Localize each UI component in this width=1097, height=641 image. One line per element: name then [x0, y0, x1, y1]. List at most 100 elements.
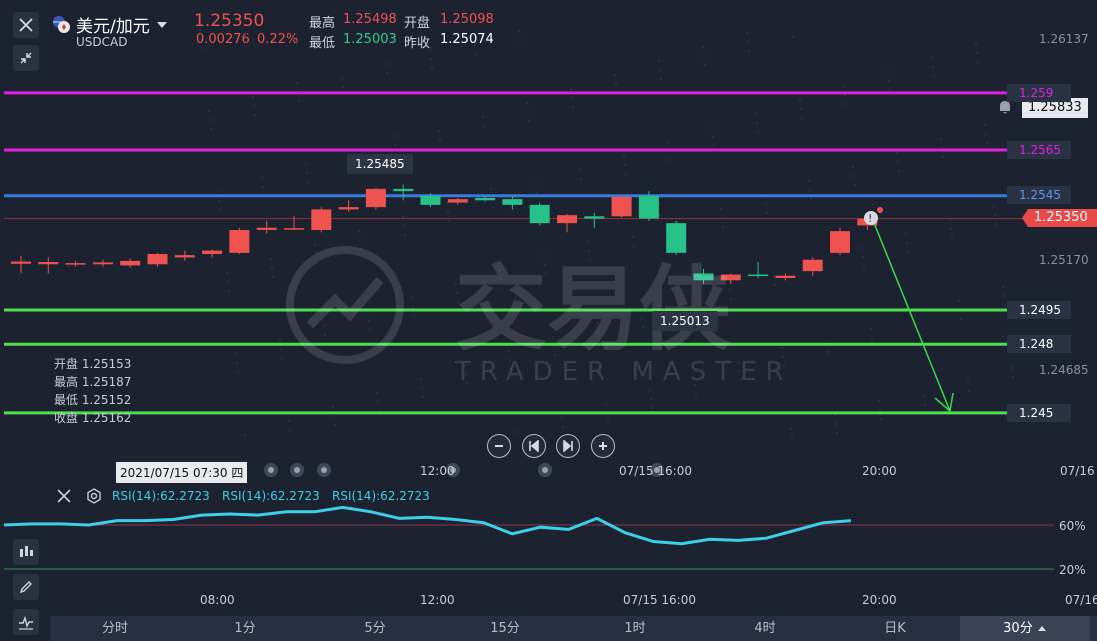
- bg-dot: [261, 177, 263, 179]
- bg-dot: [305, 163, 307, 165]
- rsi-level-label: 60%: [1059, 519, 1086, 533]
- tab-1min[interactable]: 1分: [234, 621, 256, 636]
- candle-body: [502, 199, 523, 205]
- bg-dot: [607, 421, 609, 423]
- bg-dot: [199, 29, 201, 31]
- main-chart[interactable]: !: [0, 0, 1097, 460]
- symbol-selector[interactable]: 美元/加元: [52, 12, 168, 37]
- bg-dot: [544, 264, 546, 266]
- bg-dot: [587, 241, 589, 243]
- bg-dot: [422, 396, 424, 398]
- bg-dot: [870, 328, 872, 330]
- bg-dot: [659, 69, 661, 71]
- bg-dot: [782, 356, 784, 358]
- bg-dot: [712, 136, 714, 138]
- bg-dot: [896, 152, 898, 154]
- tab-4hour[interactable]: 4时: [754, 621, 776, 636]
- bg-dot: [359, 239, 361, 241]
- price-change-pct: 0.22%: [257, 32, 299, 47]
- close-button[interactable]: [13, 12, 39, 38]
- candle-body: [447, 199, 468, 203]
- bg-dot: [1003, 295, 1005, 297]
- tab-5min[interactable]: 5分: [364, 621, 386, 636]
- bg-dot: [914, 314, 916, 316]
- bg-dot: [861, 247, 863, 249]
- alert-bell-icon[interactable]: [996, 98, 1014, 120]
- rsi-close-button[interactable]: [56, 488, 72, 508]
- tab-30min[interactable]: 30分: [960, 616, 1090, 641]
- bg-dot: [200, 38, 202, 40]
- bg-dot: [245, 33, 247, 35]
- draw-button[interactable]: [13, 574, 39, 600]
- bg-dot: [474, 44, 476, 46]
- scroll-start-button[interactable]: [522, 434, 546, 458]
- bg-dot: [703, 55, 705, 57]
- zoom-out-button[interactable]: [487, 434, 511, 458]
- bg-dot: [236, 362, 238, 364]
- bg-dot: [871, 337, 873, 339]
- event-marker[interactable]: [446, 463, 460, 477]
- tab-15min[interactable]: 15分: [490, 621, 520, 636]
- symbol-code: USDCAD: [76, 35, 128, 49]
- event-marker[interactable]: [264, 463, 278, 477]
- candle-body: [202, 250, 223, 254]
- bg-dot: [642, 326, 644, 328]
- rsi-chart[interactable]: [0, 505, 1097, 590]
- bg-dot: [492, 206, 494, 208]
- level-label: 1.2565: [1007, 141, 1071, 159]
- bg-dot: [589, 259, 591, 261]
- bg-dot: [535, 183, 537, 185]
- bg-dot: [667, 141, 669, 143]
- bg-dot: [404, 234, 406, 236]
- cursor-price-label: 1.25833: [1022, 98, 1088, 118]
- bg-dot: [253, 105, 255, 107]
- bg-dot: [235, 353, 237, 355]
- bg-dot: [800, 108, 802, 110]
- bg-dot: [889, 89, 891, 91]
- last-price-label: 1.25350: [1022, 209, 1097, 227]
- pencil-icon: [19, 581, 32, 594]
- candle-body: [720, 274, 741, 281]
- current-price: 1.25350: [194, 11, 265, 31]
- rsi-settings-button[interactable]: [86, 488, 102, 508]
- chart-type-button[interactable]: [13, 609, 39, 635]
- scroll-end-button[interactable]: [556, 434, 580, 458]
- tab-time-share[interactable]: 分时: [101, 621, 128, 636]
- bg-dot: [985, 133, 987, 135]
- bg-dot: [588, 250, 590, 252]
- bg-dot: [499, 269, 501, 271]
- watermark-logo-icon: [286, 246, 404, 364]
- bg-dot: [561, 417, 563, 419]
- tab-daily[interactable]: 日K: [884, 621, 906, 636]
- bg-dot: [341, 77, 343, 79]
- time-label: 20:00: [862, 464, 897, 478]
- bg-dot: [693, 375, 695, 377]
- bg-dot: [809, 189, 811, 191]
- bg-dot: [324, 334, 326, 336]
- bg-dot: [783, 365, 785, 367]
- minus-icon: [495, 445, 503, 447]
- bg-dot: [411, 297, 413, 299]
- bg-dot: [755, 113, 757, 115]
- event-marker[interactable]: [538, 463, 552, 477]
- cursor-time-label: 2021/07/15 07:30 四: [116, 462, 248, 483]
- indicator-button[interactable]: [13, 539, 39, 565]
- zoom-in-button[interactable]: [591, 434, 615, 458]
- tab-1hour[interactable]: 1时: [624, 621, 646, 636]
- candle-body: [529, 204, 550, 224]
- rsi-series-line: [3, 505, 852, 546]
- low-value: 1.25003: [343, 32, 397, 47]
- collapse-button[interactable]: [13, 45, 39, 71]
- bg-dot: [368, 320, 370, 322]
- bg-dot: [333, 415, 335, 417]
- bg-dot: [942, 156, 944, 158]
- bg-dot: [315, 253, 317, 255]
- bg-dot: [244, 434, 246, 436]
- event-marker[interactable]: [317, 463, 331, 477]
- candle-body: [338, 207, 359, 210]
- bg-dot: [844, 94, 846, 96]
- bg-dot: [536, 192, 538, 194]
- bg-dot: [810, 198, 812, 200]
- event-marker[interactable]: [290, 463, 304, 477]
- event-marker[interactable]: [650, 463, 664, 477]
